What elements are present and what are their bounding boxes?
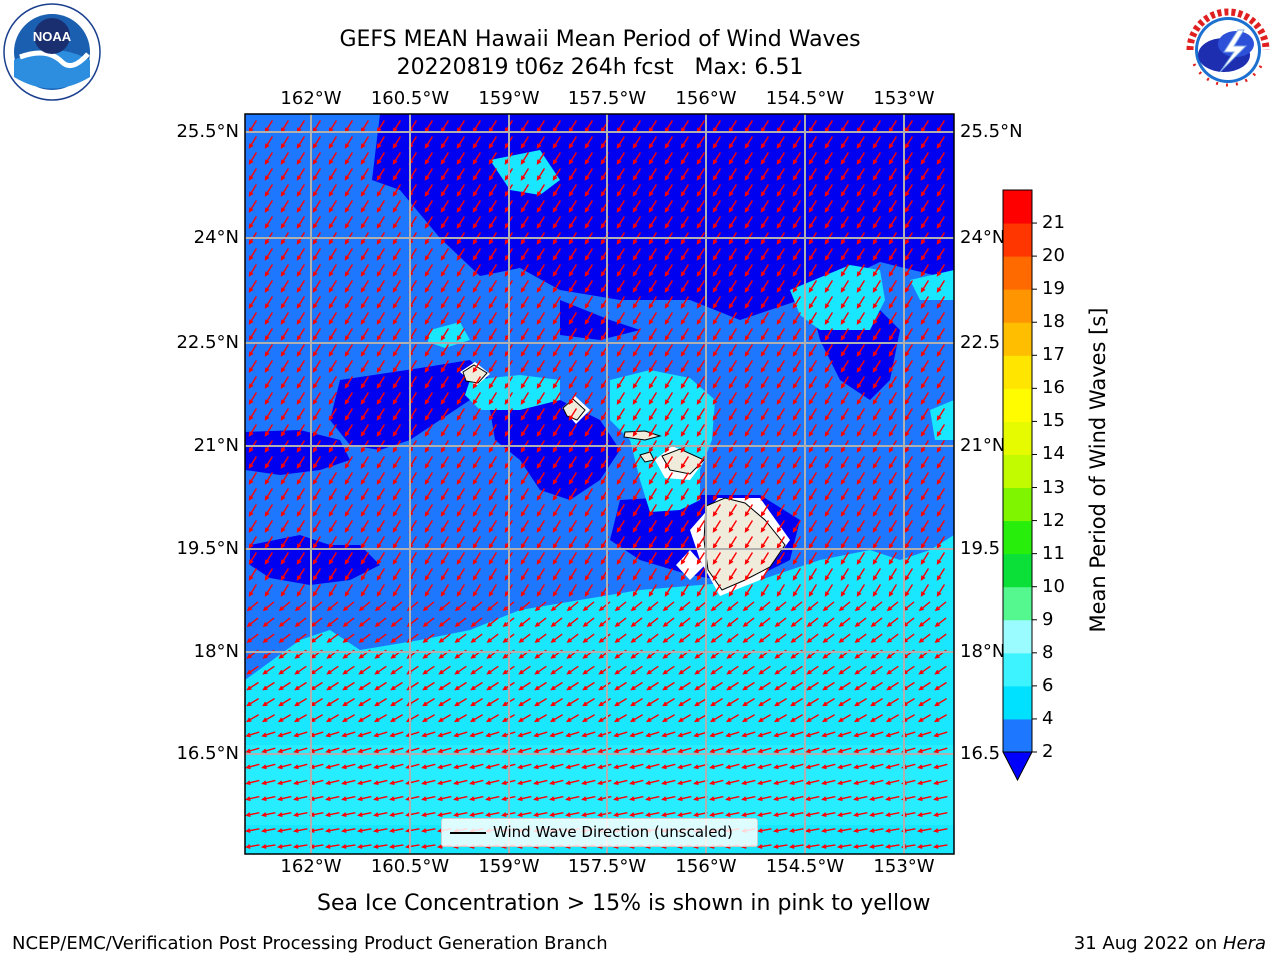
- colorbar-segment: [1003, 520, 1032, 555]
- footer-date-text: 31 Aug 2022 on: [1073, 933, 1223, 954]
- colorbar-tick-label: 9: [1042, 608, 1054, 630]
- masked-region: [676, 550, 704, 580]
- light-wave-region: [428, 322, 470, 348]
- colorbar-segment: [1003, 355, 1032, 389]
- lat-label-left: 22.5°N: [176, 332, 239, 353]
- colorbar-tick-label: 2: [1042, 741, 1054, 762]
- lat-label-right: 16.5: [960, 743, 1001, 764]
- light-wave-region: [465, 375, 560, 410]
- colorbar-segment: [1003, 553, 1032, 588]
- lat-label-left: 24°N: [193, 227, 239, 248]
- lat-label-left: 21°N: [193, 435, 239, 456]
- lon-label-top: 160.5°W: [370, 88, 450, 109]
- colorbar-tick-label: 13: [1042, 476, 1065, 498]
- lat-label-right: 22.5: [960, 332, 1001, 353]
- lon-label-top: 153°W: [873, 88, 935, 109]
- legend-label: Wind Wave Direction (unscaled): [493, 823, 733, 841]
- legend-line-swatch: [450, 832, 486, 834]
- colorbar-segment: [1003, 223, 1032, 257]
- colorbar-tick-label: 17: [1042, 344, 1065, 366]
- plot-frame: [244, 113, 955, 855]
- colorbar-tick-label: 16: [1042, 377, 1065, 399]
- colorbar-segment: [1003, 421, 1032, 455]
- lon-label-bottom: 156°W: [675, 856, 737, 877]
- colorbar-segment: [1003, 685, 1032, 720]
- lat-label-right: 18°N: [960, 641, 1006, 662]
- colorbar-segment: [1003, 487, 1032, 522]
- noaa-logo-text: NOAA: [33, 29, 72, 44]
- lat-label-right: 21°N: [960, 435, 1006, 456]
- gridlines: [245, 114, 954, 854]
- lon-label-top: 159°W: [478, 88, 540, 109]
- lat-label-left: 19.5°N: [176, 538, 239, 559]
- lat-label-left: 16.5°N: [176, 743, 239, 764]
- footer-date: 31 Aug 2022 on Hera: [1074, 933, 1266, 954]
- light-wave-region: [790, 265, 885, 330]
- colorbar-segment: [1003, 454, 1032, 489]
- colorbar-segment: [1003, 322, 1032, 356]
- colorbar-tick-label: 19: [1042, 278, 1065, 300]
- legend-box: Wind Wave Direction (unscaled): [441, 818, 758, 847]
- colorbar-tick-label: 21: [1042, 212, 1065, 234]
- lat-label-left: 25.5°N: [176, 121, 239, 142]
- wind-wave-arrows: [245, 120, 948, 849]
- noaa-logo: NOAA: [2, 2, 102, 102]
- chart-subtitle: 20220819 t06z 264h fcst Max: 6.51: [396, 55, 804, 80]
- lat-label-right: 24°N: [960, 227, 1006, 248]
- nws-logo: [1176, 0, 1280, 100]
- lon-label-top: 154.5°W: [765, 88, 845, 109]
- colorbar-segment: [1003, 256, 1032, 290]
- colorbar-tick-label: 15: [1042, 410, 1065, 432]
- sea-ice-note: Sea Ice Concentration > 15% is shown in …: [317, 891, 931, 916]
- pale-band: [245, 745, 954, 825]
- colorbar-label: Mean Period of Wind Waves [s]: [1086, 307, 1110, 633]
- deep-wave-region: [560, 300, 640, 340]
- colorbar-tick-label: 8: [1042, 641, 1054, 663]
- colorbar-segment: [1003, 586, 1032, 621]
- lon-label-bottom: 157.5°W: [567, 856, 647, 877]
- light-wave-region: [930, 400, 954, 440]
- lon-label-bottom: 154.5°W: [765, 856, 845, 877]
- lat-label-left: 18°N: [193, 641, 239, 662]
- colorbar-tick-label: 14: [1042, 443, 1065, 465]
- colorbar-tick-label: 6: [1042, 674, 1054, 696]
- colorbar-tick-label: 10: [1042, 575, 1065, 597]
- colorbar-segment: [1003, 718, 1032, 753]
- lon-label-top: 162°W: [280, 88, 342, 109]
- chart-title: GEFS MEAN Hawaii Mean Period of Wind Wav…: [339, 27, 861, 52]
- lon-label-top: 157.5°W: [567, 88, 647, 109]
- colorbar-segment: [1003, 289, 1032, 323]
- colorbar-segment: [1003, 190, 1032, 224]
- colorbar-segment: [1003, 619, 1032, 654]
- island-kauai: [462, 364, 488, 384]
- lat-label-right: 25.5°N: [960, 121, 1023, 142]
- lon-label-bottom: 160.5°W: [370, 856, 450, 877]
- colorbar-frame: [1002, 189, 1033, 753]
- colorbar-tick-label: 12: [1042, 509, 1065, 531]
- colorbar-tick-label: 11: [1042, 542, 1065, 564]
- lat-label-right: 19.5: [960, 538, 1001, 559]
- colorbar-segment: [1003, 652, 1032, 687]
- lon-label-bottom: 162°W: [280, 856, 342, 877]
- colorbar-segment: [1003, 388, 1032, 422]
- lon-label-bottom: 153°W: [873, 856, 935, 877]
- colorbar-tick-label: 4: [1042, 707, 1054, 729]
- footer-host: Hera: [1222, 933, 1266, 954]
- lon-label-bottom: 159°W: [478, 856, 540, 877]
- colorbar-tick-label: 18: [1042, 311, 1065, 333]
- lon-label-top: 156°W: [675, 88, 737, 109]
- colorbar-extend-arrow: [1002, 751, 1033, 782]
- colorbar-tick-label: 20: [1042, 245, 1065, 267]
- footer-credit: NCEP/EMC/Verification Post Processing Pr…: [12, 933, 608, 954]
